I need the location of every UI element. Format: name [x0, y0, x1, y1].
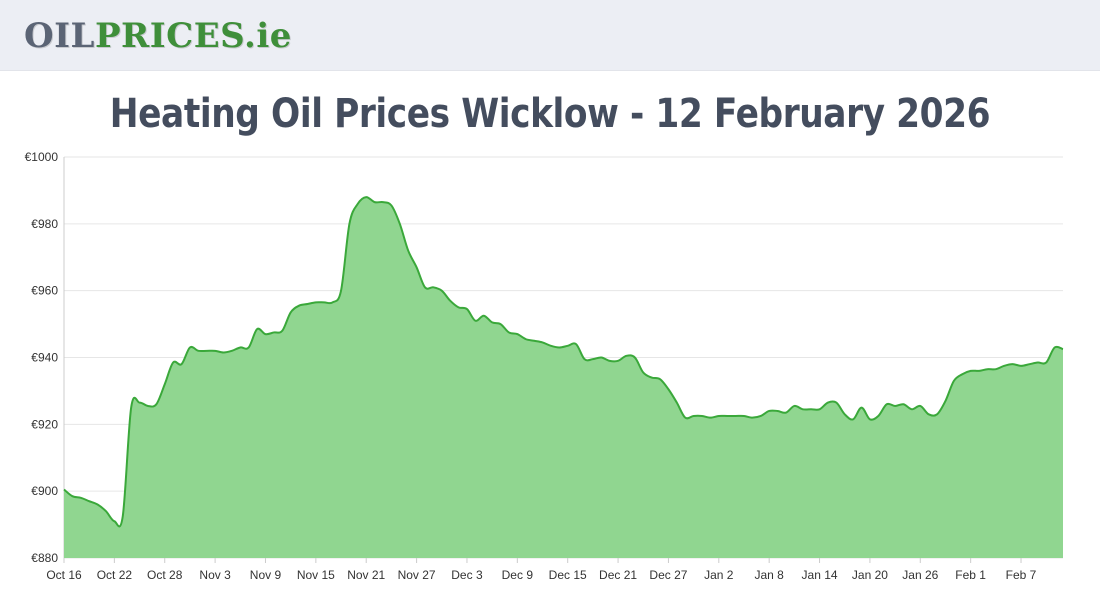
- y-tick-label: €1000: [25, 150, 59, 164]
- logo-oil-text: OIL: [24, 16, 95, 56]
- x-tick-label: Dec 21: [599, 568, 637, 582]
- site-header: OILPRICES.ie: [0, 0, 1100, 71]
- y-tick-label: €880: [31, 551, 58, 565]
- series-area-group: [63, 196, 1064, 558]
- series-area-fill: [64, 197, 1063, 558]
- x-tick-label: Jan 8: [754, 568, 784, 582]
- x-tick-label: Oct 22: [97, 568, 133, 582]
- logo-prices-text: PRICES: [94, 16, 244, 56]
- y-tick-labels: €880 €900 €920 €940 €960 €980 €1000: [25, 150, 59, 565]
- y-tick-label: €980: [31, 217, 58, 231]
- y-tick-label: €960: [31, 284, 58, 298]
- x-tick-label: Feb 7: [1006, 568, 1037, 582]
- x-tick-label: Feb 1: [955, 568, 986, 582]
- x-tick-label: Nov 9: [250, 568, 282, 582]
- x-tick-label: Nov 27: [398, 568, 436, 582]
- y-tick-label: €920: [31, 417, 58, 431]
- y-tick-label: €900: [31, 484, 58, 498]
- site-logo[interactable]: OILPRICES.ie: [24, 14, 292, 58]
- logo-tld-text: .ie: [243, 16, 292, 56]
- x-tick-label: Jan 14: [802, 568, 838, 582]
- x-tick-label: Dec 27: [649, 568, 687, 582]
- x-tick-label: Jan 20: [852, 568, 888, 582]
- x-tick-label: Jan 2: [704, 568, 734, 582]
- x-tick-label: Dec 3: [451, 568, 483, 582]
- x-tick-label: Oct 16: [46, 568, 82, 582]
- chart-title: Heating Oil Prices Wicklow - 12 February…: [109, 91, 991, 137]
- x-tick-labels: Oct 16 Oct 22 Oct 28 Nov 3 Nov 9 Nov 15 Nov 21…: [46, 558, 1037, 582]
- x-tick-label: Dec 15: [549, 568, 587, 582]
- x-tick-label: Nov 21: [347, 568, 385, 582]
- x-tick-label: Jan 26: [902, 568, 938, 582]
- x-tick-label: Nov 15: [297, 568, 335, 582]
- series-line: [63, 196, 1064, 528]
- x-tick-label: Dec 9: [502, 568, 534, 582]
- x-tick-label: Oct 28: [147, 568, 183, 582]
- y-tick-label: €940: [31, 351, 58, 365]
- x-tick-label: Nov 3: [199, 568, 231, 582]
